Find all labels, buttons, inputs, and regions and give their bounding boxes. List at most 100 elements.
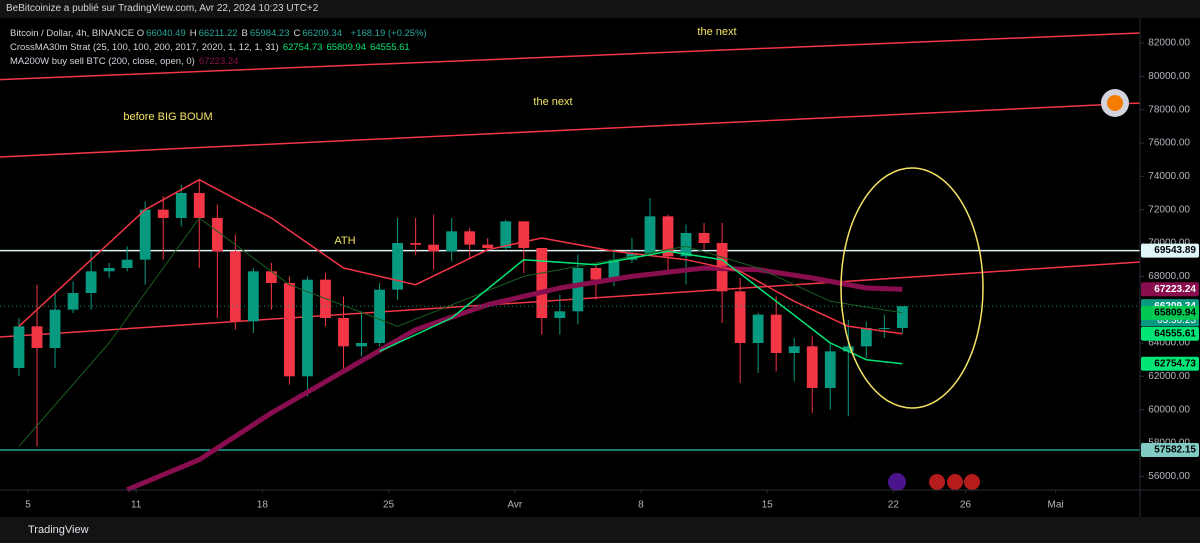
x-tick-label: 5 <box>25 500 31 511</box>
ohlc-label: C <box>293 28 301 39</box>
candle-body <box>806 346 818 388</box>
price-label-box <box>1141 282 1199 297</box>
y-tick-label: 82000.00 <box>1148 38 1190 49</box>
countdown: 03:36:25 <box>1157 315 1196 326</box>
x-tick-label: 22 <box>888 500 900 511</box>
event-icon <box>947 474 963 490</box>
candle-body <box>680 233 692 257</box>
candle-body <box>464 231 476 245</box>
candle-body <box>265 271 277 283</box>
candle-body <box>103 268 115 272</box>
candle-body <box>175 193 187 218</box>
ohlc-label: H <box>189 28 197 39</box>
brand: TradingView <box>28 524 89 536</box>
candle-body <box>67 293 79 310</box>
publish-bar: BeBitcoinize a publié sur TradingView.co… <box>0 0 1200 18</box>
ohlc-label: B <box>241 28 248 39</box>
x-tick-label: Avr <box>507 500 522 511</box>
candle-body <box>284 283 295 377</box>
x-tick-label: Mai <box>1048 500 1064 511</box>
candle-body <box>428 244 440 252</box>
y-tick-label: 64000.00 <box>1148 338 1190 349</box>
x-tick-label: 18 <box>257 500 269 511</box>
price-label-box <box>1141 356 1199 371</box>
indicator-name: MA200W buy sell BTC (200, close, open, 0… <box>10 56 195 67</box>
candle-body <box>842 346 854 352</box>
ohlc-label: O <box>136 28 145 39</box>
event-icon <box>964 474 980 490</box>
candle-body <box>13 326 25 368</box>
candle-body <box>572 268 584 312</box>
candle-body <box>878 328 890 329</box>
x-tick-label: 26 <box>960 500 972 511</box>
event-icon <box>929 474 945 490</box>
y-tick-label: 62000.00 <box>1148 371 1190 382</box>
y-tick-label: 56000.00 <box>1148 471 1190 482</box>
candle-body <box>860 328 872 347</box>
ellipse-annotation <box>840 167 984 409</box>
y-tick-label: 76000.00 <box>1148 138 1190 149</box>
candle-body <box>446 231 458 252</box>
candle-body <box>536 248 548 318</box>
legend: Bitcoin / Dollar, 4h, BINANCE O 66040.49 H… <box>10 27 427 69</box>
indicator-line <box>18 178 903 335</box>
price-label: 64555.61 <box>1154 328 1196 339</box>
change: +168.19 (+0.25%) <box>350 28 427 39</box>
candle-body <box>662 216 674 257</box>
price-label: 65809.94 <box>1154 307 1196 318</box>
candle-body <box>121 259 133 268</box>
indicator-value: 65809.94 <box>326 42 367 53</box>
x-tick-label: 15 <box>762 500 774 511</box>
candle-body <box>85 271 97 293</box>
trend-line <box>0 261 1141 338</box>
candle-body <box>554 311 566 318</box>
trend-line <box>0 102 1141 158</box>
candle-body <box>518 221 530 248</box>
candle-body <box>788 346 800 353</box>
candle-body <box>229 251 241 322</box>
candle-body <box>410 243 422 245</box>
price-label-box <box>1141 326 1199 341</box>
legend-row: MA200W buy sell BTC (200, close, open, 0… <box>10 55 427 69</box>
candle-body <box>644 216 656 253</box>
ohlc-value: 66040.49 <box>146 28 186 39</box>
price-label-box <box>1141 243 1199 258</box>
candle-body <box>31 326 43 348</box>
y-tick-label: 80000.00 <box>1148 71 1190 82</box>
price-label-box <box>1141 442 1199 457</box>
candle-body <box>896 306 908 328</box>
candle-body <box>770 314 782 353</box>
y-tick-label: 74000.00 <box>1148 171 1190 182</box>
indicator-line <box>18 217 903 447</box>
indicator-name: CrossMA30m Strat (25, 100, 100, 200, 201… <box>10 42 279 53</box>
price-label: 62754.73 <box>1154 358 1196 369</box>
legend-row: Bitcoin / Dollar, 4h, BINANCE O 66040.49 H… <box>10 27 427 41</box>
candle-body <box>193 193 205 218</box>
candle-body <box>392 243 403 290</box>
price-label: 69543.89 <box>1154 245 1196 256</box>
ohlc-value: 65984.23 <box>249 28 290 39</box>
annotation: the next <box>697 26 736 38</box>
x-tick-label: 25 <box>383 500 395 511</box>
candle-body <box>752 314 764 343</box>
publish-text: BeBitcoinize a publié sur TradingView.co… <box>6 3 319 14</box>
price-label-box <box>1141 305 1199 320</box>
candle-body <box>49 309 61 348</box>
indicator-value: 64555.61 <box>370 42 410 53</box>
ohlc-value: 66209.34 <box>302 28 342 39</box>
y-tick-label: 68000.00 <box>1148 271 1190 282</box>
candle-body <box>157 209 169 218</box>
candle-body <box>824 351 836 388</box>
indicator-line <box>126 265 903 493</box>
annotation: the next <box>533 96 572 108</box>
indicator-value: 67223.24 <box>198 56 239 67</box>
candle-body <box>374 289 385 343</box>
event-icon <box>888 473 906 491</box>
y-tick-label: 72000.00 <box>1148 204 1190 215</box>
indicator-line <box>379 250 903 365</box>
candle-body <box>500 221 512 248</box>
legend-row: CrossMA30m Strat (25, 100, 100, 200, 201… <box>10 41 427 55</box>
candle-body <box>482 244 494 248</box>
symbol: Bitcoin / Dollar, 4h, BINANCE <box>10 28 135 39</box>
candle-body <box>139 209 151 260</box>
